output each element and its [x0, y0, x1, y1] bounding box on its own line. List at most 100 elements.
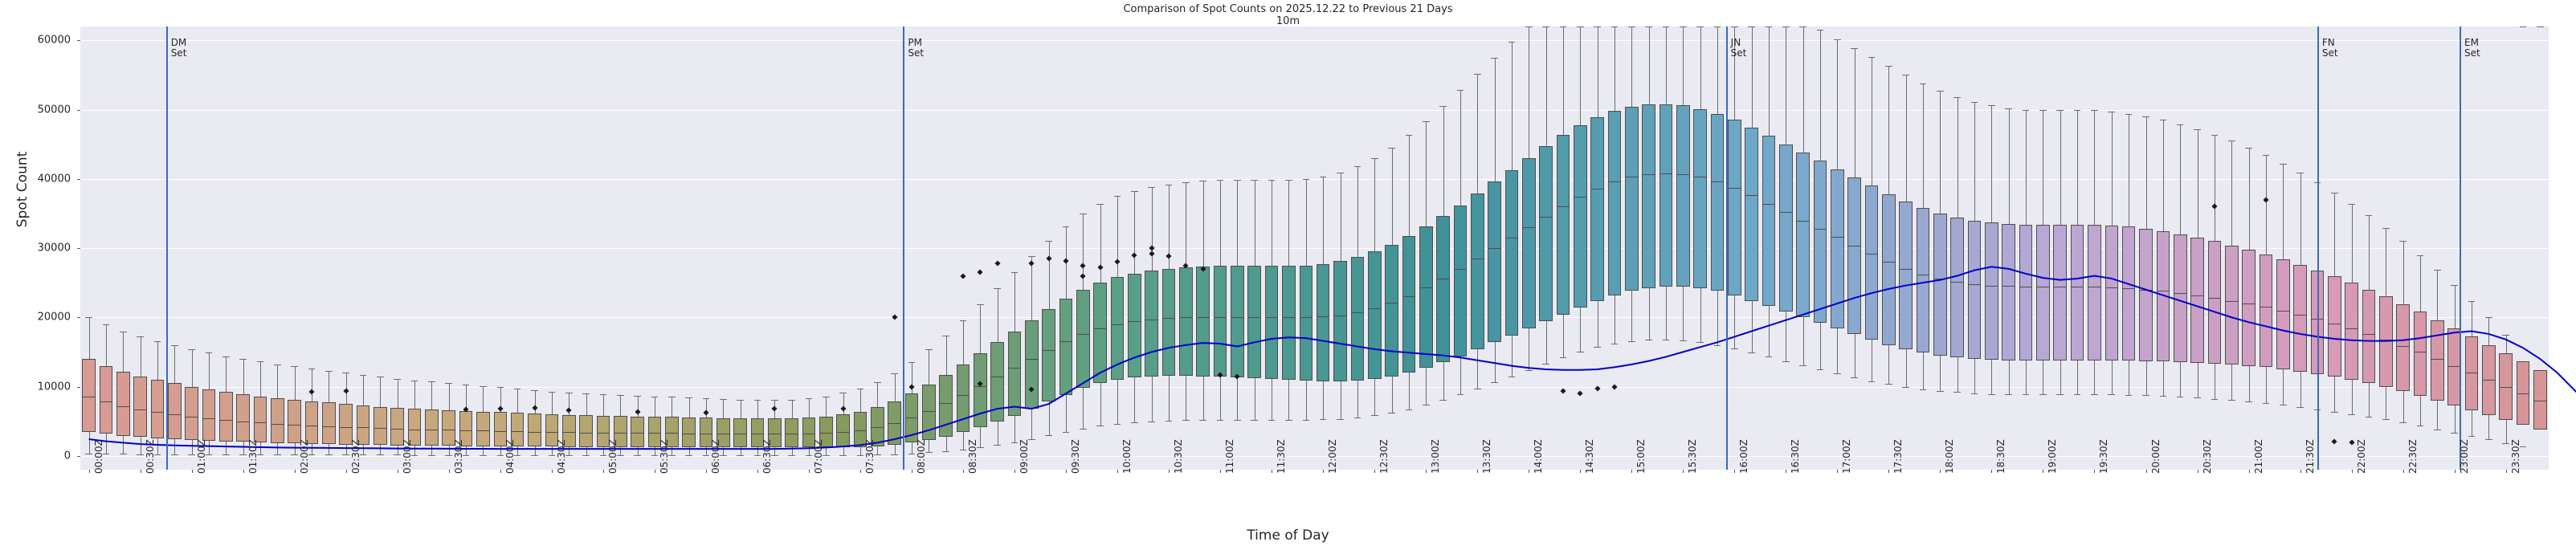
x-tick-label: 01:30Z: [247, 439, 259, 474]
whisker-cap: [1113, 196, 1121, 198]
x-tick-label: 18:00Z: [1944, 439, 1956, 474]
box: [2002, 223, 2016, 360]
median-line: [271, 424, 284, 426]
x-tick-label: 22:00Z: [2355, 439, 2367, 474]
whisker-cap: [891, 454, 898, 455]
whisker-cap: [1370, 415, 1378, 417]
outlier-marker: [635, 409, 641, 415]
outlier-marker: [1560, 388, 1566, 394]
x-tick-mark: [551, 470, 553, 473]
y-tick-mark: [77, 317, 80, 319]
whisker-cap: [1062, 226, 1070, 228]
x-tick-label: 15:00Z: [1635, 439, 1647, 474]
x-tick-mark: [1426, 470, 1427, 473]
x-tick-mark: [1477, 470, 1479, 473]
annotation-label-line2: Set: [2464, 47, 2480, 59]
outlier-marker: [343, 388, 349, 394]
outlier-marker: [1080, 272, 1086, 279]
x-tick-mark: [2248, 470, 2250, 473]
median-line: [871, 427, 884, 429]
box: [1093, 283, 1108, 384]
box: [99, 365, 113, 434]
whisker-cap: [548, 391, 556, 393]
whisker-cap: [394, 379, 402, 380]
median-line: [1299, 317, 1313, 319]
outlier-marker: [1097, 264, 1104, 271]
x-tick-mark: [1580, 470, 1582, 473]
box: [1264, 266, 1279, 379]
gridline: [80, 109, 2549, 111]
box: [1728, 120, 1741, 295]
whisker-cap: [2451, 432, 2458, 434]
median-line: [1556, 206, 1570, 208]
whisker-cap: [1594, 26, 1601, 27]
whisker-cap: [1302, 419, 1310, 421]
x-tick-label: 04:30Z: [555, 439, 567, 474]
box: [2088, 224, 2101, 360]
whisker-cap: [1010, 272, 1019, 274]
x-tick-label: 23:00Z: [2458, 439, 2470, 474]
median-line: [1642, 173, 1655, 175]
whisker-cap: [1627, 26, 1635, 27]
median-line: [1419, 287, 1433, 289]
x-tick-mark: [448, 470, 450, 473]
box: [304, 401, 319, 444]
median-line: [1196, 317, 1210, 319]
median-line: [2173, 293, 2187, 295]
whisker-cap: [2091, 110, 2098, 112]
median-line: [356, 427, 370, 429]
whisker-cap: [1765, 356, 1773, 358]
whisker-cap: [1456, 90, 1464, 92]
whisker-cap: [513, 454, 521, 456]
x-tick-label: 10:30Z: [1173, 439, 1185, 474]
whisker-cap: [2245, 401, 2252, 403]
box: [1950, 218, 1965, 358]
median-line: [1025, 359, 1039, 360]
box: [1624, 107, 1639, 291]
median-line: [1042, 349, 1056, 351]
whisker-cap: [1422, 121, 1430, 123]
outlier-marker: [2211, 203, 2218, 210]
whisker-cap: [2022, 109, 2030, 111]
median-line: [476, 430, 490, 432]
annotation-label-line2: Set: [2321, 47, 2338, 59]
x-tick-mark: [88, 470, 90, 473]
whisker-cap: [188, 348, 196, 350]
whisker-cap: [1885, 66, 1892, 67]
x-tick-mark: [808, 470, 810, 473]
whisker-cap: [1679, 26, 1687, 27]
median-line: [510, 431, 525, 433]
whisker-cap: [445, 383, 453, 385]
x-tick-mark: [859, 470, 861, 473]
box: [1402, 236, 1416, 373]
whisker-cap: [634, 454, 641, 456]
whisker-cap: [1559, 26, 1567, 27]
median-line: [904, 417, 919, 419]
median-line: [2190, 295, 2204, 296]
x-tick-mark: [191, 470, 193, 473]
box: [2345, 283, 2358, 380]
median-line: [1607, 181, 1622, 183]
whisker-cap: [977, 303, 984, 305]
y-tick-label: 30000: [37, 242, 71, 255]
box: [1504, 169, 1519, 336]
box: [1179, 267, 1193, 376]
whisker-cap: [753, 399, 761, 401]
y-tick-label: 40000: [37, 173, 71, 185]
x-tick-label: 02:00Z: [298, 439, 310, 474]
median-line: [2259, 307, 2273, 308]
box: [974, 353, 987, 428]
box: [956, 364, 970, 433]
whisker-cap: [2416, 255, 2424, 256]
y-tick-mark: [77, 40, 80, 42]
median-line: [1950, 282, 1965, 283]
box: [1367, 251, 1382, 379]
whisker-cap: [1970, 393, 1978, 394]
whisker-cap: [1405, 135, 1413, 136]
whisker-cap: [2073, 394, 2081, 396]
whisker-cap: [2194, 397, 2201, 399]
whisker-cap: [770, 454, 778, 456]
whisker-cap: [548, 454, 556, 456]
whisker-cap: [137, 336, 144, 338]
box: [836, 414, 850, 447]
